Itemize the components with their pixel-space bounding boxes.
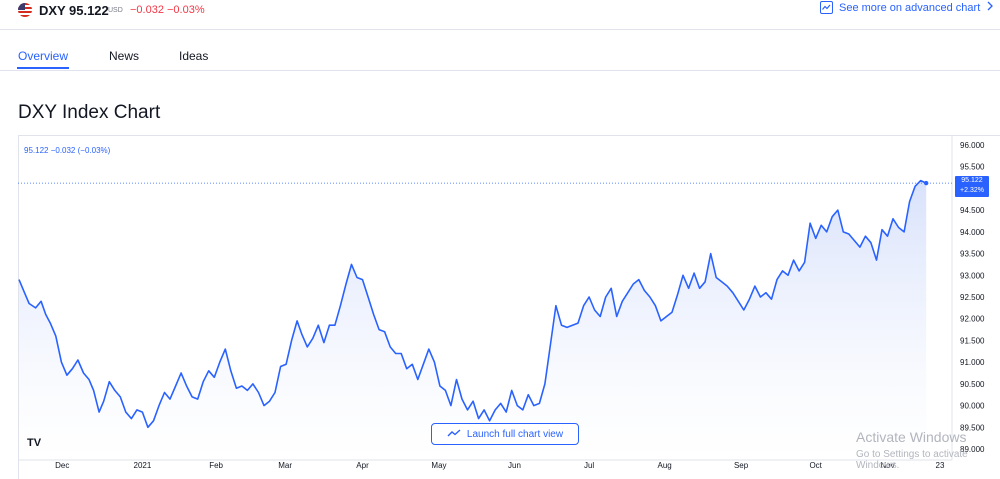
x-tick-label: 23 [936, 461, 945, 470]
windows-activation-watermark: Activate Windows [856, 429, 967, 445]
y-tick-label: 90.500 [960, 380, 985, 389]
trend-icon [447, 428, 461, 440]
last-point-marker [923, 180, 929, 186]
y-tick-label: 94.000 [960, 228, 985, 237]
y-tick-label: 93.000 [960, 271, 985, 280]
y-tick-label: 90.000 [960, 402, 985, 411]
chart-legend: 95.122 −0.032 (−0.03%) [24, 146, 111, 155]
header-divider [0, 29, 1000, 30]
x-tick-label: May [431, 461, 446, 470]
chart-frame [18, 135, 1000, 479]
x-tick-label: 2021 [134, 461, 152, 470]
launch-full-chart-label: Launch full chart view [466, 428, 564, 440]
page-title: DXY Index Chart [18, 102, 161, 123]
last-price-badge: 95.122 +2.32% [955, 176, 989, 197]
us-flag-icon [18, 3, 32, 17]
x-tick-label: Jun [508, 461, 521, 470]
y-tick-label: 95.500 [960, 163, 985, 172]
x-tick-label: Oct [809, 461, 822, 470]
y-tick-label: 89.500 [960, 423, 985, 432]
last-price-badge-change: +2.32% [960, 187, 984, 194]
x-tick-label: Apr [356, 461, 369, 470]
top-bar: DXY 95.122 USD −0.032 −0.03% See more on… [0, 0, 1000, 24]
y-tick-label: 94.500 [960, 206, 985, 215]
chevron-right-icon [986, 1, 994, 14]
tabs-divider [0, 70, 1000, 71]
y-tick-label: 96.000 [960, 141, 985, 150]
y-tick-label: 89.000 [960, 445, 985, 454]
series-line [18, 179, 927, 429]
x-tick-label: Mar [278, 461, 292, 470]
advanced-chart-link[interactable]: See more on advanced chart [820, 1, 994, 14]
x-tick-label: Sep [734, 461, 749, 470]
launch-full-chart-button[interactable]: Launch full chart view [431, 423, 579, 445]
y-tick-label: 93.500 [960, 250, 985, 259]
advanced-chart-link-label: See more on advanced chart [839, 1, 981, 14]
y-tick-label: 92.000 [960, 315, 985, 324]
x-tick-label: Dec [55, 461, 69, 470]
last-price: 95.122 [69, 3, 109, 18]
price-change-percent: −0.03% [167, 4, 205, 16]
tab-ideas[interactable]: Ideas [179, 49, 209, 63]
x-tick-label: Feb [209, 461, 223, 470]
last-price-badge-value: 95.122 [961, 177, 983, 184]
chart-icon [820, 1, 833, 14]
tradingview-logo[interactable]: TV [27, 437, 42, 449]
y-tick-label: 91.000 [960, 358, 985, 367]
tab-overview[interactable]: Overview [18, 49, 69, 63]
y-tick-label: 92.500 [960, 293, 985, 302]
y-tick-label: 91.500 [960, 336, 985, 345]
windows-activation-subtext: Go to Settings to activate Windows. [856, 449, 968, 471]
price-change: −0.032 [130, 4, 164, 16]
x-tick-label: Aug [658, 461, 672, 470]
x-tick-label: Nov [880, 461, 894, 470]
active-tab-indicator [17, 67, 69, 69]
tab-news[interactable]: News [109, 49, 140, 63]
x-tick-label: Jul [584, 461, 594, 470]
currency-label: USD [108, 7, 123, 14]
ticker-symbol: DXY [39, 3, 66, 18]
